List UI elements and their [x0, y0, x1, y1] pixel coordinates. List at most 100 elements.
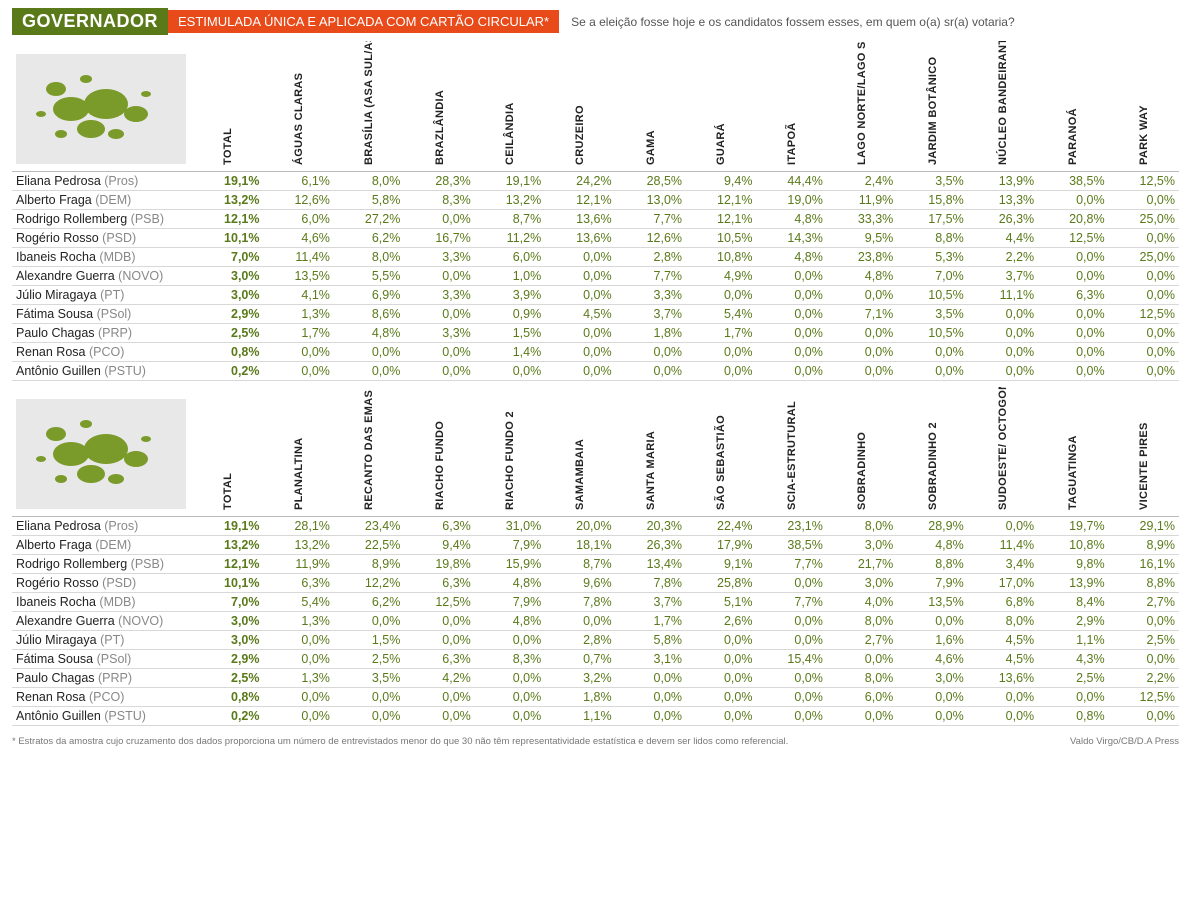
value-cell: 10,8% [1038, 536, 1108, 555]
value-cell: 0,0% [404, 688, 474, 707]
table-row: Fátima Sousa (PSol)2,9%1,3%8,6%0,0%0,9%4… [12, 304, 1179, 323]
value-cell: 0,0% [545, 612, 615, 631]
col-header: TOTAL [193, 387, 263, 517]
value-cell: 8,0% [334, 247, 404, 266]
value-cell: 12,5% [1038, 228, 1108, 247]
value-cell: 8,8% [897, 555, 967, 574]
credit: Valdo Virgo/CB/D.A Press [1070, 736, 1179, 747]
value-cell: 3,0% [827, 574, 897, 593]
table-row: Antônio Guillen (PSTU)0,2%0,0%0,0%0,0%0,… [12, 361, 1179, 380]
value-cell: 3,5% [897, 304, 967, 323]
value-cell: 27,2% [334, 209, 404, 228]
value-cell: 9,8% [1038, 555, 1108, 574]
value-cell: 0,0% [404, 631, 474, 650]
value-cell: 7,8% [616, 574, 686, 593]
value-cell: 10,1% [193, 574, 263, 593]
value-cell: 2,8% [616, 247, 686, 266]
value-cell: 2,5% [193, 323, 263, 342]
value-cell: 2,6% [686, 612, 756, 631]
value-cell: 13,6% [545, 228, 615, 247]
value-cell: 0,0% [545, 323, 615, 342]
table-row: Paulo Chagas (PRP)2,5%1,7%4,8%3,3%1,5%0,… [12, 323, 1179, 342]
value-cell: 0,0% [264, 650, 334, 669]
value-cell: 3,3% [404, 285, 474, 304]
value-cell: 28,9% [897, 517, 967, 536]
value-cell: 4,3% [1038, 650, 1108, 669]
value-cell: 4,8% [334, 323, 404, 342]
value-cell: 2,2% [1109, 669, 1179, 688]
value-cell: 0,0% [1109, 361, 1179, 380]
value-cell: 0,0% [756, 574, 826, 593]
value-cell: 0,0% [756, 266, 826, 285]
value-cell: 3,5% [334, 669, 404, 688]
value-cell: 1,5% [334, 631, 404, 650]
value-cell: 2,7% [827, 631, 897, 650]
value-cell: 1,0% [475, 266, 545, 285]
candidate-cell: Renan Rosa (PCO) [12, 688, 193, 707]
value-cell: 3,7% [968, 266, 1038, 285]
value-cell: 29,1% [1109, 517, 1179, 536]
value-cell: 19,0% [756, 190, 826, 209]
value-cell: 6,0% [475, 247, 545, 266]
candidate-cell: Fátima Sousa (PSol) [12, 304, 193, 323]
value-cell: 6,3% [264, 574, 334, 593]
value-cell: 4,8% [897, 536, 967, 555]
value-cell: 0,0% [686, 631, 756, 650]
value-cell: 0,0% [545, 247, 615, 266]
value-cell: 1,7% [686, 323, 756, 342]
value-cell: 8,7% [475, 209, 545, 228]
value-cell: 11,9% [264, 555, 334, 574]
value-cell: 33,3% [827, 209, 897, 228]
value-cell: 28,3% [404, 171, 474, 190]
value-cell: 31,0% [475, 517, 545, 536]
value-cell: 13,5% [264, 266, 334, 285]
value-cell: 8,0% [968, 612, 1038, 631]
value-cell: 8,0% [334, 171, 404, 190]
col-header: VICENTE PIRES [1109, 387, 1179, 517]
value-cell: 0,0% [404, 304, 474, 323]
value-cell: 0,0% [1109, 707, 1179, 726]
value-cell: 12,5% [1109, 688, 1179, 707]
value-cell: 19,1% [475, 171, 545, 190]
value-cell: 3,2% [545, 669, 615, 688]
value-cell: 2,4% [827, 171, 897, 190]
value-cell: 0,0% [1109, 650, 1179, 669]
col-header: LAGO NORTE/LAGO SUL [827, 41, 897, 171]
value-cell: 0,8% [193, 688, 263, 707]
col-header: SOBRADINHO 2 [897, 387, 967, 517]
value-cell: 11,2% [475, 228, 545, 247]
value-cell: 0,0% [686, 688, 756, 707]
candidate-cell: Paulo Chagas (PRP) [12, 323, 193, 342]
col-header: PARANOÁ [1038, 41, 1108, 171]
header-bar: GOVERNADOR ESTIMULADA ÚNICA E APLICADA C… [12, 8, 1179, 35]
value-cell: 7,7% [616, 209, 686, 228]
value-cell: 10,5% [897, 323, 967, 342]
value-cell: 5,8% [616, 631, 686, 650]
value-cell: 1,5% [475, 323, 545, 342]
value-cell: 6,0% [827, 688, 897, 707]
col-header: BRASÍLIA (ASA SUL/ASA NORTE) [334, 41, 404, 171]
title-badge: GOVERNADOR [12, 8, 168, 35]
value-cell: 0,0% [616, 361, 686, 380]
value-cell: 0,0% [404, 612, 474, 631]
col-header: ITAPOÃ [756, 41, 826, 171]
value-cell: 13,2% [264, 536, 334, 555]
candidate-cell: Paulo Chagas (PRP) [12, 669, 193, 688]
value-cell: 3,7% [616, 593, 686, 612]
table-row: Rodrigo Rollemberg (PSB)12,1%11,9%8,9%19… [12, 555, 1179, 574]
value-cell: 0,0% [686, 650, 756, 669]
table-row: Renan Rosa (PCO)0,8%0,0%0,0%0,0%1,4%0,0%… [12, 342, 1179, 361]
value-cell: 8,8% [897, 228, 967, 247]
candidate-cell: Júlio Miragaya (PT) [12, 631, 193, 650]
value-cell: 0,0% [334, 342, 404, 361]
value-cell: 0,0% [756, 707, 826, 726]
candidate-cell: Eliana Pedrosa (Pros) [12, 517, 193, 536]
value-cell: 0,0% [264, 342, 334, 361]
value-cell: 0,0% [827, 707, 897, 726]
value-cell: 6,2% [334, 593, 404, 612]
value-cell: 13,4% [616, 555, 686, 574]
footnote: * Estratos da amostra cujo cruzamento do… [12, 736, 788, 747]
value-cell: 8,9% [334, 555, 404, 574]
value-cell: 8,7% [545, 555, 615, 574]
value-cell: 22,5% [334, 536, 404, 555]
